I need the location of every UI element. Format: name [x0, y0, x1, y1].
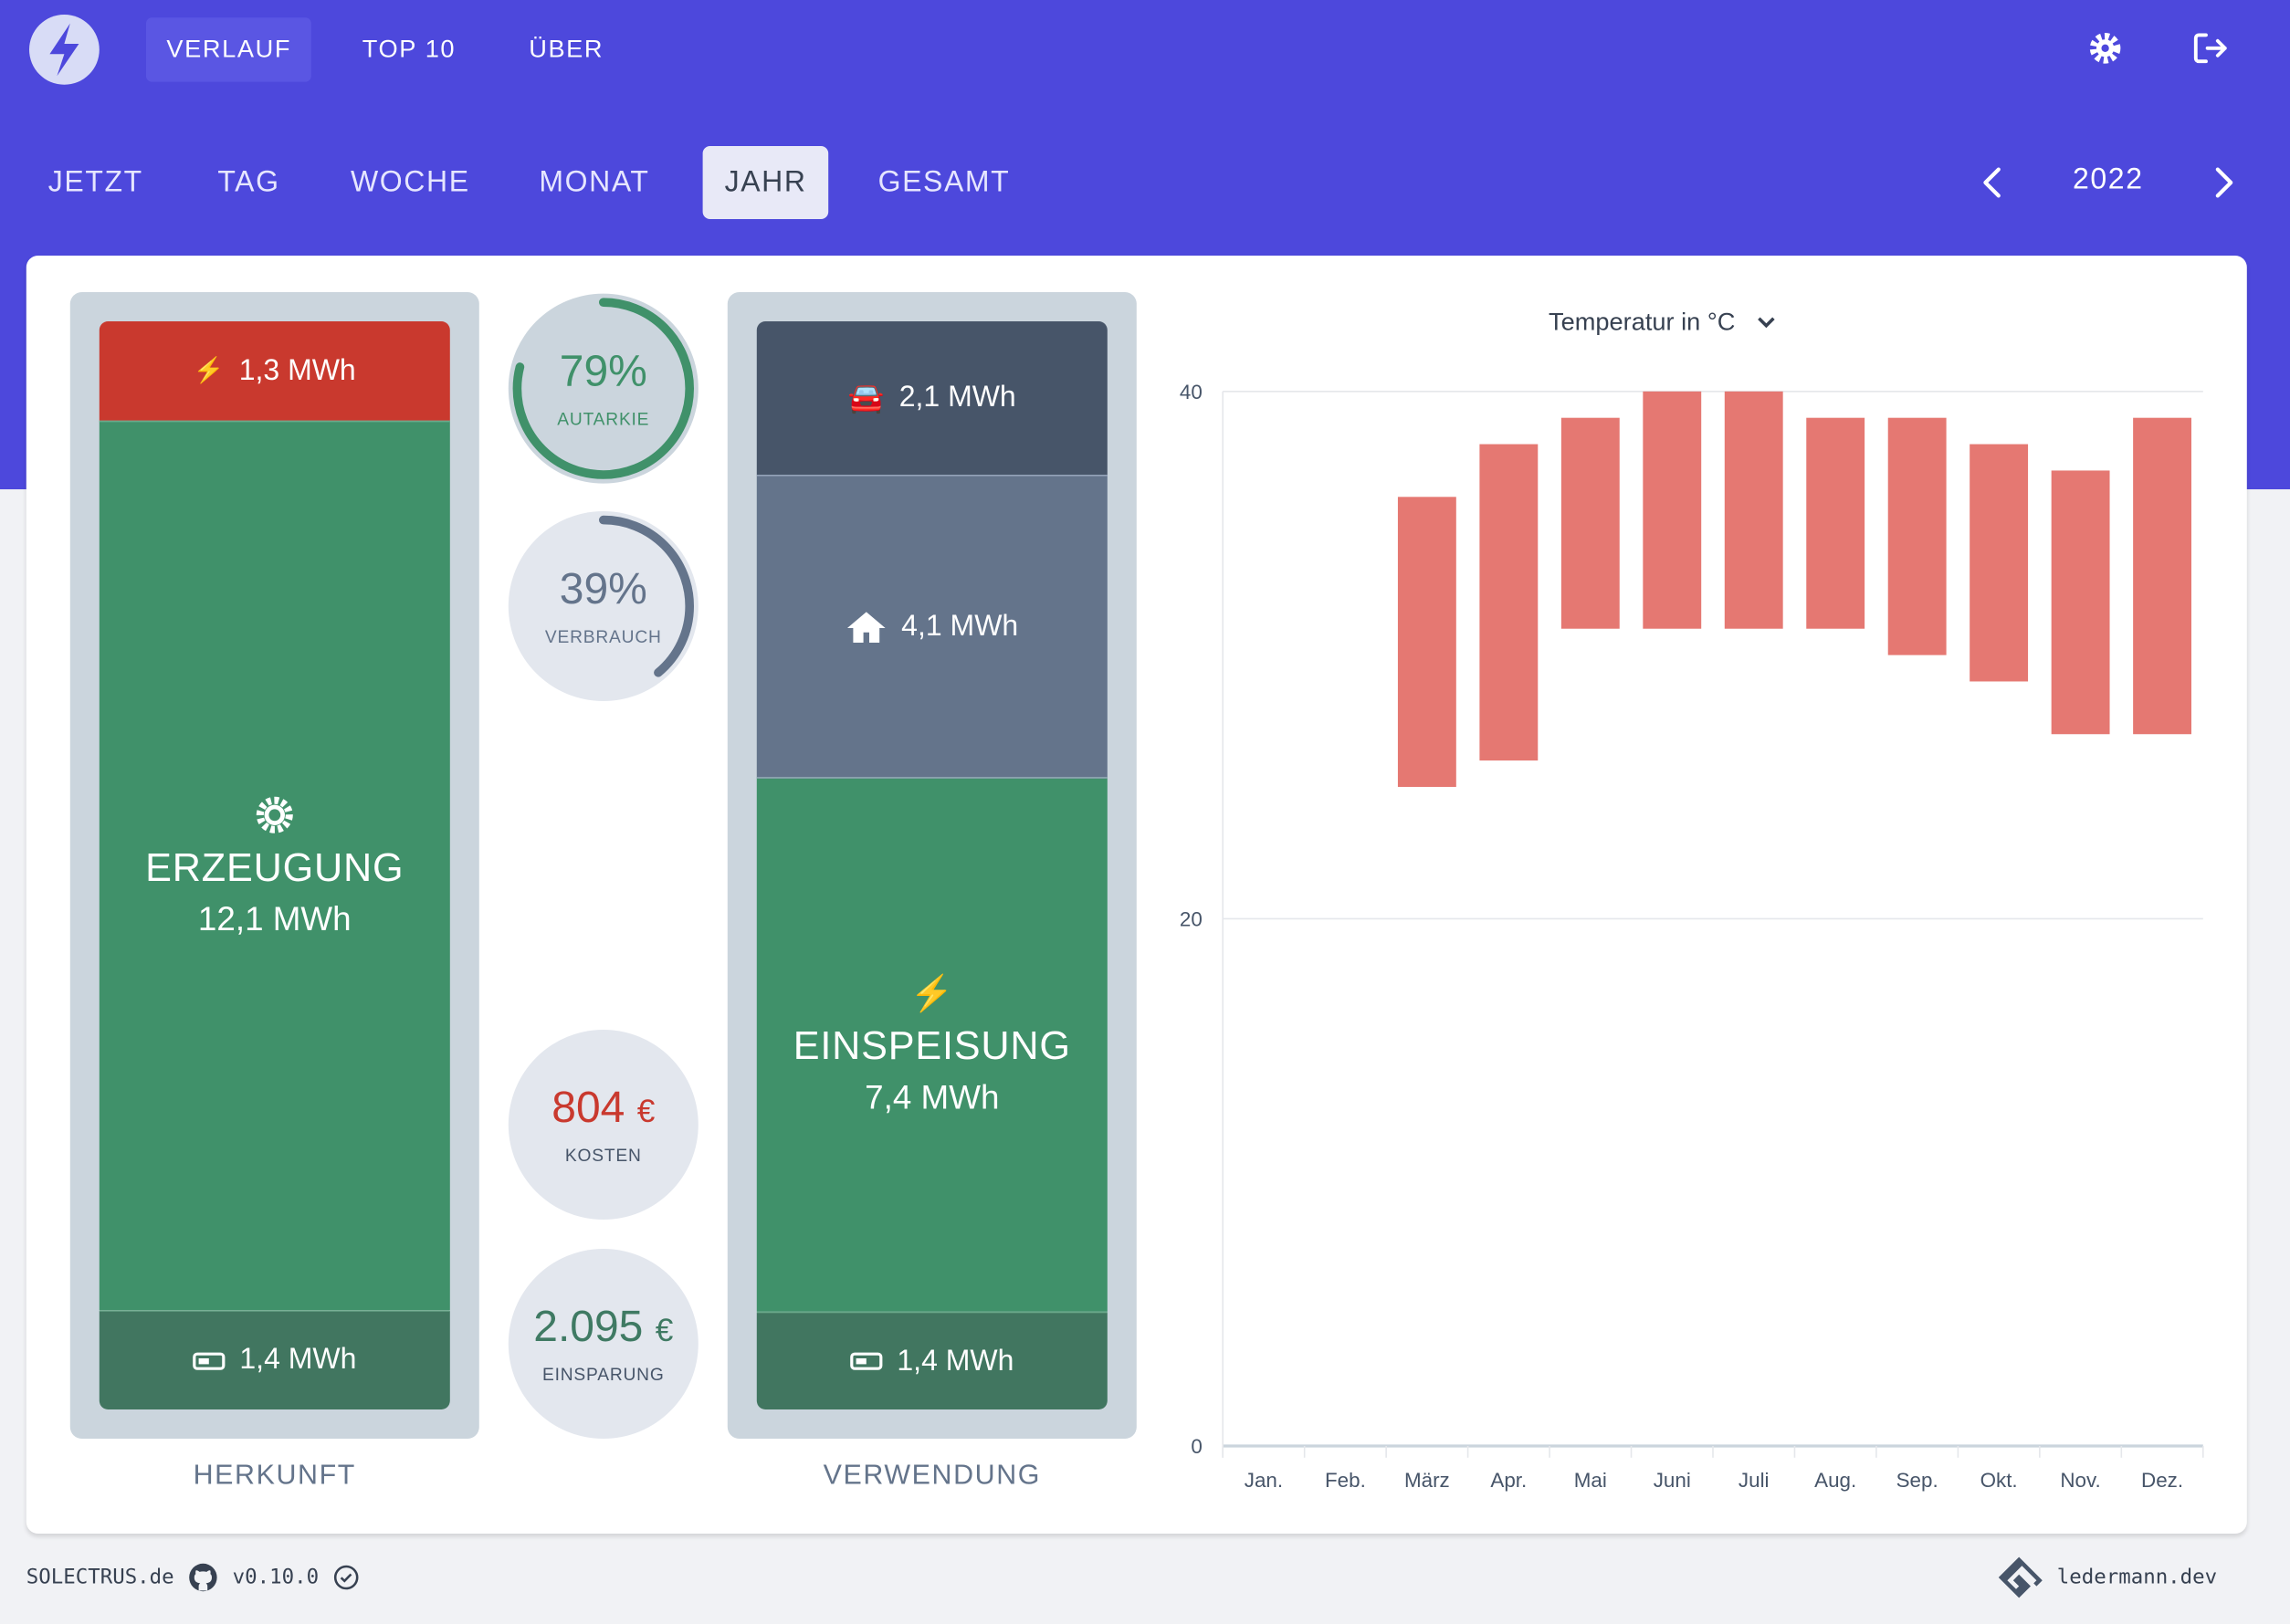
herkunft-label: HERKUNFT [193, 1461, 356, 1492]
chart-title: Temperatur in °C [1549, 308, 1736, 336]
gear-icon[interactable] [2087, 31, 2122, 66]
verwendung-panel[interactable]: 🚘 2,1 MWh 4,1 MWh ⚡ EINSPEISUNG 7,4 MWh 1… [727, 292, 1137, 1439]
nav-top10[interactable]: TOP 10 [362, 35, 457, 63]
x-tick-label: Mai [1574, 1469, 1607, 1492]
chevron-down-icon [1757, 317, 1775, 329]
tab-gesamt[interactable]: GESAMT [877, 166, 1011, 199]
temperature-bar-Juli [1724, 391, 1783, 629]
house-bar[interactable]: 4,1 MWh [756, 475, 1108, 778]
nav-ueber[interactable]: ÜBER [529, 35, 604, 63]
author-label: ledermann.dev [2056, 1566, 2218, 1589]
generation-bar[interactable]: ERZEUGUNG 12,1 MWh [99, 420, 450, 1311]
grid-value: 1,3 MWh [238, 354, 356, 387]
temperature-bar-Sep. [1887, 417, 1947, 655]
x-tick-label: Sep. [1896, 1469, 1938, 1492]
einsparung-stat[interactable]: 2.095 € EINSPARUNG [508, 1249, 699, 1439]
battery-discharge-bar[interactable]: 1,4 MWh [99, 1310, 450, 1409]
temperature-bar-Nov. [2051, 470, 2110, 735]
x-tick-label: März [1404, 1469, 1450, 1492]
tab-jahr[interactable]: JAHR [702, 146, 829, 219]
battery-value: 1,4 MWh [239, 1344, 357, 1377]
github-icon[interactable] [189, 1563, 218, 1592]
temperature-bar-Mai [1560, 417, 1620, 629]
x-tick-label: Dez. [2141, 1469, 2183, 1492]
feed-in-bar[interactable]: ⚡ EINSPEISUNG 7,4 MWh [756, 777, 1108, 1312]
kosten-label: KOSTEN [564, 1145, 642, 1166]
tab-monat[interactable]: MONAT [539, 166, 650, 199]
battery-icon [193, 1351, 226, 1369]
logout-icon[interactable] [2191, 31, 2230, 66]
nav-verlauf[interactable]: VERLAUF [146, 17, 312, 82]
generation-title: ERZEUGUNG [145, 845, 404, 890]
kosten-stat[interactable]: 804 € KOSTEN [508, 1030, 699, 1220]
car-value: 2,1 MWh [898, 381, 1016, 414]
battery-value: 1,4 MWh [897, 1344, 1014, 1377]
house-icon [846, 612, 886, 643]
lightning-logo-icon [49, 23, 79, 77]
kosten-unit: € [636, 1092, 656, 1129]
period-label: 2022 [2073, 163, 2144, 196]
lightning-icon: ⚡ [909, 974, 954, 1014]
x-tick-label: Juni [1654, 1469, 1691, 1492]
chart-metric-select[interactable]: Temperatur in °C [1549, 309, 1776, 338]
x-tick-label: Nov. [2060, 1469, 2100, 1492]
kosten-value: 804 [551, 1084, 625, 1132]
y-tick-label: 40 [1180, 381, 1203, 403]
logo[interactable] [29, 15, 100, 85]
y-tick-label: 20 [1180, 907, 1203, 930]
generation-value: 12,1 MWh [197, 899, 352, 938]
einsparung-value: 2.095 [533, 1303, 644, 1351]
grid-bar[interactable]: ⚡ 1,3 MWh [99, 321, 450, 421]
temperature-chart: 0 20 40 Jan. Feb. März Apr. Mai Juni Juli Aug. Sep.… [1180, 381, 2204, 1492]
x-tick-label: Juli [1739, 1469, 1770, 1492]
verbrauch-progress-ring [512, 515, 694, 697]
y-tick-label: 0 [1191, 1435, 1202, 1458]
x-tick-label: Aug. [1814, 1469, 1856, 1492]
x-tick-label: Apr. [1490, 1469, 1527, 1492]
ledermann-logo-icon [1998, 1556, 2043, 1598]
einsparung-label: EINSPARUNG [542, 1364, 665, 1385]
temperature-bar-Juni [1643, 391, 1702, 629]
tab-woche[interactable]: WOCHE [351, 166, 470, 199]
check-circle-icon [334, 1565, 359, 1590]
autarkie-progress-ring [512, 298, 694, 479]
x-tick-label: Feb. [1325, 1469, 1366, 1492]
tab-tag[interactable]: TAG [217, 166, 280, 199]
sun-icon [256, 796, 293, 833]
x-tick-label: Jan. [1245, 1469, 1283, 1492]
version-label[interactable]: v0.10.0 [232, 1566, 320, 1589]
chevron-right-icon[interactable] [2209, 165, 2238, 200]
autarkie-label: AUTARKIE [557, 409, 650, 430]
car-icon: 🚘 [847, 382, 885, 415]
footer-brand-link[interactable]: SOLECTRUS.de [26, 1566, 174, 1589]
temperature-bar-Aug. [1806, 417, 1865, 629]
verbrauch-label: VERBRAUCH [544, 626, 662, 647]
verwendung-label: VERWENDUNG [823, 1461, 1041, 1492]
feed-in-value: 7,4 MWh [865, 1077, 1000, 1116]
lightning-icon: ⚡ [193, 356, 225, 384]
car-bar[interactable]: 🚘 2,1 MWh [756, 321, 1108, 475]
battery-charge-bar[interactable]: 1,4 MWh [756, 1311, 1108, 1409]
autarkie-value: 79% [559, 347, 647, 396]
einsparung-unit: € [655, 1311, 674, 1348]
herkunft-panel[interactable]: ⚡ 1,3 MWh ERZEUGUNG 12,1 MWh 1,4 MWh [69, 292, 479, 1439]
feed-in-title: EINSPEISUNG [793, 1023, 1071, 1068]
tab-jetzt[interactable]: JETZT [47, 166, 143, 199]
x-tick-label: Okt. [1980, 1469, 2018, 1492]
temperature-bar-Apr. [1479, 444, 1539, 761]
verbrauch-gauge[interactable]: 39% VERBRAUCH [508, 511, 699, 701]
house-value: 4,1 MWh [901, 610, 1019, 643]
temperature-bar-Dez. [2133, 417, 2191, 735]
chevron-left-icon[interactable] [1978, 165, 2007, 200]
verbrauch-value: 39% [559, 565, 647, 613]
temperature-bar-März [1397, 497, 1456, 787]
autarkie-gauge[interactable]: 79% AUTARKIE [508, 293, 699, 484]
battery-icon [850, 1352, 883, 1370]
temperature-bar-Okt. [1970, 444, 2029, 682]
author-link[interactable]: ledermann.dev [1996, 1554, 2218, 1600]
